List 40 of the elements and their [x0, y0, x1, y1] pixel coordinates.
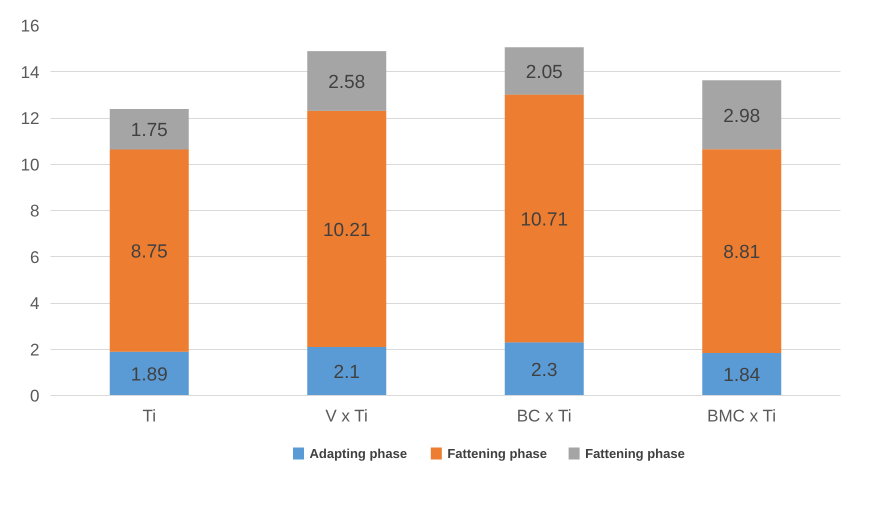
bar	[702, 149, 782, 353]
data-label: 10.21	[322, 220, 371, 241]
legend-label: Adapting phase	[310, 446, 408, 461]
y-tick-label: 10	[20, 155, 40, 174]
bar	[110, 149, 189, 352]
bar	[110, 108, 189, 150]
data-label: 8.81	[723, 242, 760, 264]
y-tick-label: 6	[30, 248, 40, 267]
bar	[307, 110, 386, 347]
data-label: 2.1	[334, 362, 360, 384]
y-tick-label: 16	[20, 16, 40, 36]
x-tick-label: BC x Ti	[516, 406, 572, 426]
legend-label: Fattening phase	[585, 446, 685, 461]
bar	[702, 80, 782, 150]
legend-label: Fattening phase	[447, 446, 548, 461]
bar	[110, 352, 189, 396]
bar	[504, 94, 584, 342]
x-tick-label: V x Ti	[325, 406, 368, 426]
bar	[702, 352, 782, 396]
y-tick-label: 2	[30, 340, 40, 360]
x-tick-label: Ti	[142, 406, 156, 426]
data-label: 1.84	[723, 365, 761, 386]
data-label: 1.75	[130, 120, 168, 142]
bar	[307, 51, 386, 111]
data-label: 2.05	[526, 62, 563, 83]
data-label: 10.71	[520, 209, 568, 230]
y-tick-label: 8	[30, 202, 40, 220]
data-label: 2.58	[328, 72, 366, 93]
y-tick-label: 0	[30, 386, 40, 406]
y-tick-label: 12	[20, 109, 40, 128]
bar	[504, 47, 584, 95]
bar	[307, 346, 386, 396]
y-tick-label: 14	[20, 62, 40, 82]
data-label: 2.98	[723, 106, 760, 127]
data-label: 2.3	[531, 360, 558, 381]
bar	[504, 342, 584, 396]
x-tick-label: BMC x Ti	[707, 406, 776, 426]
data-label: 8.75	[130, 242, 168, 263]
data-label: 1.89	[130, 364, 168, 386]
y-tick-label: 4	[30, 294, 40, 313]
